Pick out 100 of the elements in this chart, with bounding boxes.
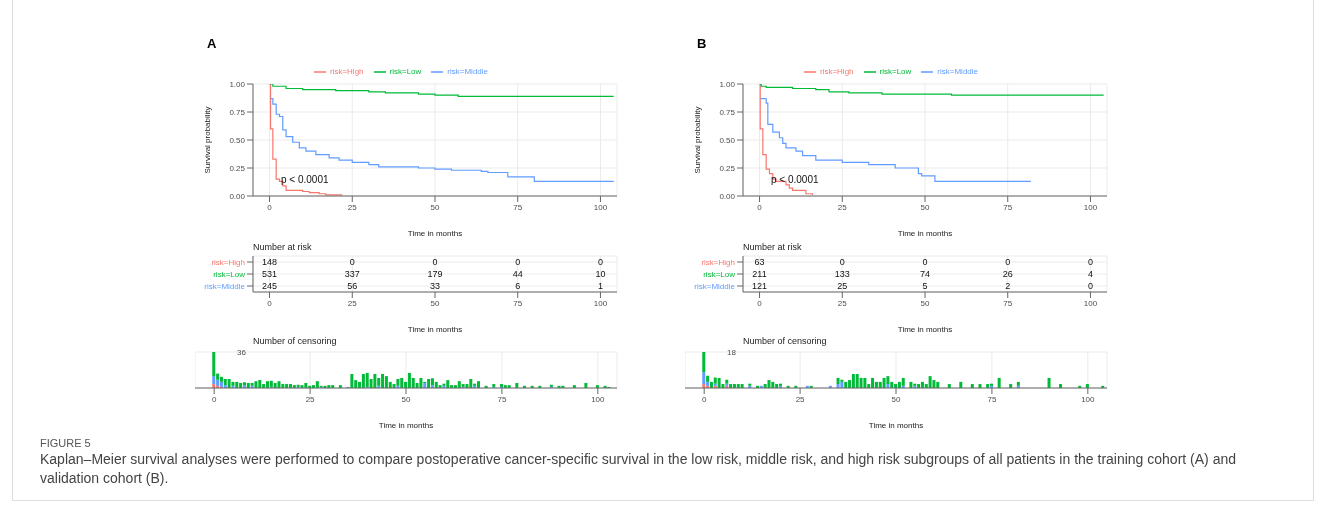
data-label: 121 bbox=[752, 281, 768, 291]
x-tick-label: 0 bbox=[267, 202, 273, 212]
y-tick-label: risk=Middle bbox=[204, 281, 246, 291]
y-tick-label: 1.00 bbox=[719, 79, 736, 89]
data-label: 0 bbox=[1087, 257, 1093, 267]
data-label: 0 bbox=[432, 257, 438, 267]
legend-label: risk=Low bbox=[389, 67, 422, 77]
data-label: 10 bbox=[595, 269, 606, 279]
legend-label: risk=Middle bbox=[937, 67, 979, 77]
data-label: 133 bbox=[834, 269, 850, 279]
x-tick-label: 100 bbox=[1083, 202, 1098, 212]
x-tick-label: 50 bbox=[920, 298, 930, 308]
data-label: 2 bbox=[1005, 281, 1011, 291]
x-tick-label: 50 bbox=[401, 394, 411, 404]
legend-label: risk=High bbox=[819, 67, 854, 77]
data-label: 1 bbox=[597, 281, 603, 291]
x-tick-label: 25 bbox=[837, 298, 848, 308]
x-tick-label: 0 bbox=[211, 394, 217, 404]
data-label: 531 bbox=[262, 269, 278, 279]
y-tick-label: 0.50 bbox=[229, 135, 246, 145]
x-tick-label: 25 bbox=[305, 394, 316, 404]
legend-label: risk=Middle bbox=[447, 67, 489, 77]
data-label: 5 bbox=[922, 281, 928, 291]
data-label: 0 bbox=[515, 257, 521, 267]
y-tick-label: 0.00 bbox=[229, 191, 246, 201]
y-tick-label: 0.25 bbox=[229, 163, 246, 173]
x-tick-label: 100 bbox=[591, 394, 606, 404]
data-label: 148 bbox=[262, 257, 278, 267]
x-axis-title: Time in months bbox=[897, 325, 953, 334]
y-tick-label: risk=Low bbox=[703, 269, 736, 279]
y-tick-label: 0.75 bbox=[229, 107, 246, 117]
x-tick-label: 25 bbox=[837, 202, 848, 212]
x-tick-label: 75 bbox=[513, 298, 523, 308]
data-label: 245 bbox=[262, 281, 278, 291]
data-label: 74 bbox=[919, 269, 931, 279]
data-label: 0 bbox=[1087, 281, 1093, 291]
y-tick-label: 0.75 bbox=[719, 107, 736, 117]
y-tick-label: risk=High bbox=[211, 257, 245, 267]
data-label: 0 bbox=[839, 257, 845, 267]
data-label: 26 bbox=[1002, 269, 1013, 279]
chart-title: Number of censoring bbox=[253, 336, 338, 348]
data-label: 337 bbox=[344, 269, 360, 279]
data-label: 6 bbox=[515, 281, 521, 291]
x-tick-label: 0 bbox=[757, 298, 763, 308]
caption: FIGURE 5 bbox=[40, 437, 91, 449]
x-tick-label: 75 bbox=[513, 202, 523, 212]
y-tick-label: 1.00 bbox=[229, 79, 246, 89]
x-tick-label: 50 bbox=[430, 298, 440, 308]
x-tick-label: 75 bbox=[987, 394, 997, 404]
x-tick-label: 100 bbox=[1083, 298, 1098, 308]
x-tick-label: 0 bbox=[267, 298, 273, 308]
x-tick-label: 100 bbox=[593, 202, 608, 212]
y-tick-label: 0.25 bbox=[719, 163, 736, 173]
x-tick-label: 0 bbox=[757, 202, 763, 212]
x-tick-label: 25 bbox=[795, 394, 806, 404]
data-label: 44 bbox=[512, 269, 523, 279]
x-tick-label: 25 bbox=[347, 298, 358, 308]
data-label: 25 bbox=[837, 281, 848, 291]
y-axis-title: Survival probability bbox=[202, 106, 212, 174]
data-label: 0 bbox=[349, 257, 355, 267]
y-tick-label: risk=Middle bbox=[694, 281, 736, 291]
chart-title: Number at risk bbox=[253, 242, 313, 254]
legend-label: risk=High bbox=[329, 67, 364, 77]
data-label: 179 bbox=[427, 269, 443, 279]
x-tick-label: 50 bbox=[430, 202, 440, 212]
x-axis-title: Time in months bbox=[407, 229, 463, 238]
x-axis-title: Time in months bbox=[378, 421, 434, 430]
data-label: 0 bbox=[1005, 257, 1011, 267]
y-tick-label: 0.50 bbox=[719, 135, 736, 145]
y-tick-label: risk=Low bbox=[213, 269, 246, 279]
y-tick-label: 0.00 bbox=[719, 191, 736, 201]
x-axis-title: Time in months bbox=[897, 229, 953, 238]
x-axis-title: Time in months bbox=[868, 421, 924, 430]
annotation: 36 bbox=[237, 348, 246, 357]
x-tick-label: 50 bbox=[920, 202, 930, 212]
chart-title: B bbox=[697, 36, 708, 53]
text: Kaplan–Meier survival analyses were performed to compare postoperative cancer-specific survival in the low risk, middle risk, and high risk subgroups of all patients in the training cohort (A) and validation cohort (B). bbox=[40, 450, 1237, 488]
x-tick-label: 50 bbox=[891, 394, 901, 404]
x-tick-label: 75 bbox=[1003, 202, 1013, 212]
annotation: p < 0.0001 bbox=[281, 174, 329, 185]
data-label: 4 bbox=[1087, 269, 1093, 279]
x-axis-title: Time in months bbox=[407, 325, 463, 334]
data-label: 211 bbox=[752, 269, 767, 279]
x-tick-label: 0 bbox=[701, 394, 707, 404]
chart-title: A bbox=[207, 36, 218, 53]
x-tick-label: 100 bbox=[1081, 394, 1096, 404]
legend-label: risk=Low bbox=[879, 67, 912, 77]
annotation: 18 bbox=[727, 348, 736, 357]
data-label: 0 bbox=[597, 257, 603, 267]
y-axis-title: Survival probability bbox=[692, 106, 702, 174]
x-tick-label: 75 bbox=[497, 394, 507, 404]
chart-title: Number of censoring bbox=[743, 336, 828, 348]
data-label: 33 bbox=[429, 281, 441, 291]
chart-title: Number at risk bbox=[743, 242, 803, 254]
x-tick-label: 75 bbox=[1003, 298, 1013, 308]
data-label: 0 bbox=[922, 257, 928, 267]
x-tick-label: 25 bbox=[347, 202, 358, 212]
data-label: 63 bbox=[754, 257, 765, 267]
data-label: 56 bbox=[347, 281, 358, 291]
x-tick-label: 100 bbox=[593, 298, 608, 308]
